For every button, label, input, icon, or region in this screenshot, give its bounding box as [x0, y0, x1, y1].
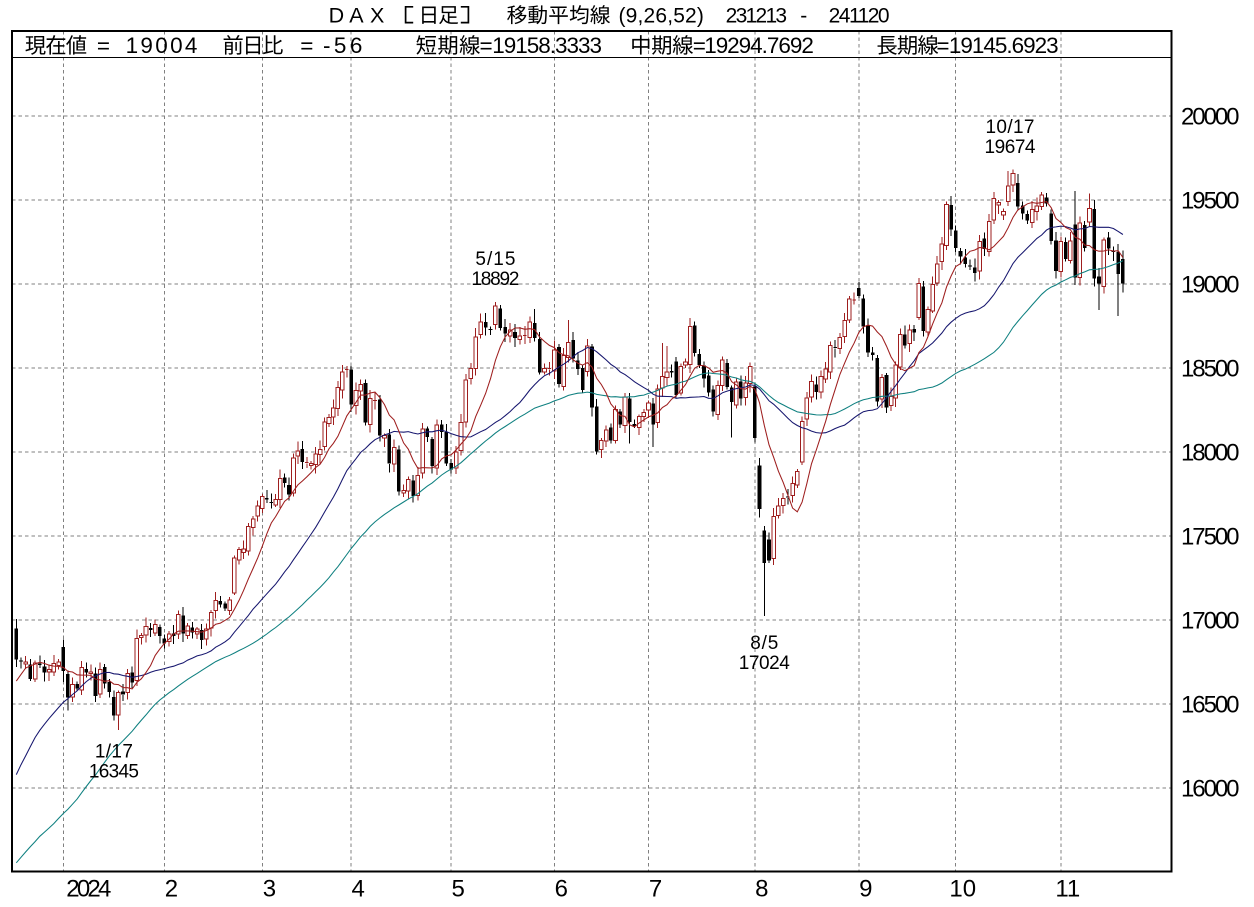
svg-text:6: 6	[555, 876, 568, 903]
svg-text:2: 2	[165, 876, 178, 903]
svg-text:18500: 18500	[1181, 356, 1240, 383]
svg-text:9: 9	[859, 876, 872, 903]
svg-text:19158.3333: 19158.3333	[492, 33, 602, 58]
svg-text:-: -	[800, 5, 807, 28]
svg-text:18892: 18892	[471, 269, 519, 290]
svg-text:18000: 18000	[1181, 440, 1240, 467]
svg-text:241120: 241120	[829, 5, 890, 28]
svg-text:D: D	[329, 4, 345, 28]
svg-text:=: =	[693, 33, 706, 58]
svg-text:19500: 19500	[1181, 188, 1240, 215]
svg-text:(9,26,52): (9,26,52)	[619, 5, 704, 28]
svg-text:-56: -56	[323, 33, 362, 58]
svg-text:16000: 16000	[1181, 776, 1240, 803]
svg-text:11: 11	[1055, 876, 1080, 903]
svg-text:19294.7692: 19294.7692	[704, 33, 814, 58]
svg-text:17500: 17500	[1181, 524, 1240, 551]
svg-text:16345: 16345	[89, 762, 139, 783]
svg-text:X: X	[370, 4, 384, 28]
svg-text:17000: 17000	[1181, 608, 1240, 635]
svg-text:8: 8	[755, 876, 768, 903]
svg-text:=: =	[300, 33, 313, 58]
svg-text:5/15: 5/15	[475, 249, 515, 270]
svg-text:7: 7	[649, 876, 662, 903]
svg-text:A: A	[349, 4, 364, 28]
svg-text:8/5: 8/5	[750, 633, 778, 654]
svg-text:=: =	[480, 33, 493, 58]
svg-text:4: 4	[352, 876, 365, 903]
svg-text:5: 5	[452, 876, 465, 903]
svg-text:19000: 19000	[1181, 272, 1240, 299]
svg-text:19004: 19004	[126, 33, 198, 58]
svg-text:20000: 20000	[1181, 104, 1240, 131]
svg-text:=: =	[936, 33, 949, 58]
svg-text:17024: 17024	[739, 653, 790, 674]
svg-text:231213: 231213	[726, 5, 788, 28]
svg-text:=: =	[97, 33, 110, 58]
svg-text:10: 10	[949, 876, 976, 903]
svg-text:19145.6923: 19145.6923	[949, 33, 1059, 58]
svg-text:3: 3	[263, 876, 276, 903]
svg-text:16500: 16500	[1181, 692, 1240, 719]
svg-text:2024: 2024	[66, 876, 111, 903]
svg-text:1/17: 1/17	[95, 742, 133, 763]
svg-text:19674: 19674	[985, 137, 1036, 158]
svg-text:10/17: 10/17	[986, 117, 1035, 138]
